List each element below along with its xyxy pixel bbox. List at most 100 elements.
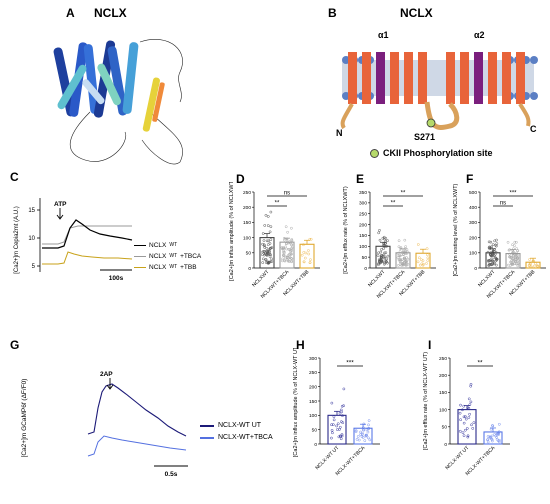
data-point: [400, 260, 404, 263]
data-point: [494, 259, 497, 263]
y-tick-label: 250: [309, 370, 317, 376]
data-point: [261, 232, 265, 235]
data-point: [283, 238, 286, 242]
data-point: [403, 238, 407, 242]
c-ytick-15: 15: [28, 208, 35, 214]
data-point: [384, 251, 388, 255]
data-point: [405, 263, 408, 266]
y-axis-label: [Ca2+]m resting level (% of NCLXWT): [453, 183, 459, 276]
data-point: [401, 262, 405, 266]
data-point: [494, 243, 497, 247]
data-point: [330, 423, 333, 427]
data-point: [364, 434, 368, 438]
data-point: [337, 435, 341, 439]
data-point: [356, 435, 360, 438]
data-point: [458, 411, 462, 415]
y-tick-label: 100: [243, 235, 251, 241]
data-point: [268, 230, 272, 234]
data-point: [379, 259, 382, 262]
g-ylabel: [Ca2+]m GCaMP6f (ΔF/F0): [21, 379, 28, 458]
c-legend-swatch-tbca: [134, 255, 146, 258]
panel-d-letter: D: [236, 172, 245, 186]
data-point: [398, 250, 402, 253]
data-point: [281, 253, 285, 257]
data-point: [510, 263, 514, 266]
panel-c-letter: C: [10, 170, 19, 184]
data-point: [488, 253, 492, 256]
data-point: [486, 438, 490, 441]
data-point: [386, 239, 389, 243]
data-point: [489, 253, 493, 257]
data-point: [383, 237, 386, 241]
data-point: [515, 240, 518, 244]
s271-label: S271: [414, 132, 435, 142]
data-point: [516, 259, 520, 262]
data-point: [261, 253, 264, 256]
data-point: [425, 247, 429, 251]
data-point: [338, 427, 341, 431]
data-point: [464, 417, 468, 421]
data-point: [379, 250, 383, 254]
data-point: [332, 418, 336, 422]
data-point: [270, 257, 274, 261]
data-point: [404, 260, 407, 264]
data-point: [528, 263, 531, 267]
data-point: [397, 264, 400, 267]
n-terminus-label: N: [336, 128, 343, 138]
data-point: [398, 254, 402, 258]
data-point: [335, 424, 338, 428]
phospho-legend: CKII Phosphorylation site: [370, 148, 493, 158]
y-tick-label: 250: [439, 356, 447, 362]
c-legend-name: NCLX: [149, 264, 167, 271]
data-point: [286, 259, 290, 263]
data-point: [462, 421, 466, 425]
data-point: [488, 259, 491, 263]
y-tick-label: 150: [439, 390, 447, 396]
data-point: [342, 387, 346, 391]
panel-i-letter: I: [428, 338, 432, 352]
y-axis-label: [Ca2+]m efflux rate (% of NCLX-WT UT): [423, 352, 429, 450]
data-point: [340, 433, 344, 436]
y-tick-label: 300: [309, 356, 317, 362]
data-point: [361, 436, 365, 439]
data-point: [397, 239, 401, 243]
data-point: [396, 256, 400, 260]
data-point: [384, 259, 388, 263]
data-point: [285, 242, 288, 246]
bar: [327, 414, 347, 445]
bar-chart-i: [Ca2+]m efflux rate (% of NCLX-WT UT) 0 50…: [423, 352, 510, 477]
data-point: [490, 437, 493, 441]
y-tick-label: 0: [314, 442, 317, 448]
data-point: [307, 249, 310, 252]
data-point: [330, 401, 334, 405]
g-stim-arrow-icon: [106, 378, 114, 390]
data-point: [382, 247, 386, 250]
c-legend-swatch-tbb: [134, 266, 146, 269]
c-ylabel: [Ca2+]m Cepia2mt (A.U.): [14, 206, 20, 274]
data-point: [363, 439, 367, 443]
data-point: [264, 251, 267, 255]
data-point: [489, 240, 493, 244]
g-legend-swatch-ut: [200, 425, 214, 427]
data-point: [495, 435, 498, 439]
g-legend-label-ut: NCLX-WT UT: [218, 422, 262, 429]
sig-label: ***: [509, 191, 517, 197]
data-point: [420, 258, 423, 262]
g-scalebar-label: 0.5s: [165, 471, 178, 478]
data-point: [269, 253, 273, 257]
y-tick-label: 250: [243, 190, 251, 196]
c-legend-sup: WT: [169, 242, 178, 248]
intracellular-loop: [424, 101, 460, 130]
data-point: [362, 428, 366, 432]
data-point: [266, 215, 270, 218]
bar: [457, 409, 477, 445]
c-legend-name: NCLX: [149, 242, 167, 249]
sig-label: **: [477, 360, 483, 367]
data-point: [367, 419, 371, 422]
data-point: [378, 229, 381, 232]
data-point: [496, 439, 500, 443]
data-point: [331, 431, 334, 435]
trace-g-tbca: [87, 435, 187, 457]
trace-chart-g: [Ca2+]m GCaMP6f (ΔF/F0) 2AP 0.5s: [21, 371, 188, 478]
data-point: [377, 262, 380, 266]
